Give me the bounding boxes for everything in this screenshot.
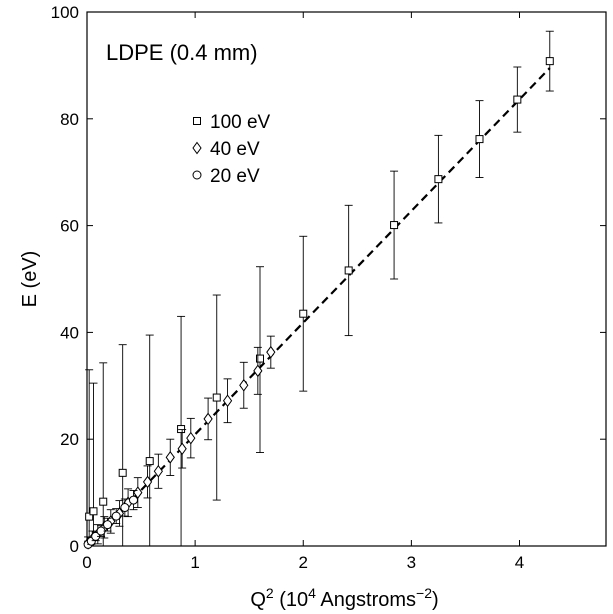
- data-point: [85, 512, 94, 521]
- data-point: [177, 425, 186, 434]
- x-tick-label: 2: [299, 553, 308, 572]
- data-point: [89, 507, 98, 516]
- plot-frame: [86, 11, 607, 547]
- data-point: [118, 468, 127, 477]
- data-point: [99, 497, 108, 506]
- data-point: [128, 495, 138, 505]
- x-label-base: Q: [250, 589, 266, 611]
- data-point: [120, 503, 130, 513]
- x-tick-label: 4: [515, 553, 524, 572]
- data-point: [253, 364, 263, 378]
- x-axis-label: Q2 (104 Angstroms−2): [250, 585, 438, 611]
- data-point: [239, 378, 249, 392]
- legend-marker-circle: [192, 170, 202, 180]
- x-label-unit: Angstroms: [316, 589, 416, 611]
- data-point: [299, 309, 308, 318]
- data-point: [344, 266, 353, 275]
- plot-annotation: LDPE (0.4 mm): [106, 40, 258, 65]
- data-point: [142, 475, 153, 489]
- legend-marker-diamond: [192, 141, 202, 155]
- data-point: [103, 520, 113, 530]
- y-tick-label: 60: [60, 217, 79, 236]
- y-tick-label: 0: [70, 537, 79, 556]
- y-tick-label: 20: [60, 430, 79, 449]
- legend-label: 100 eV: [210, 112, 271, 133]
- data-point: [111, 511, 121, 521]
- series-circle: [83, 490, 138, 549]
- legend-label: 20 eV: [210, 166, 260, 187]
- x-label-sup: −2: [416, 585, 432, 601]
- x-tick-label: 1: [190, 553, 199, 572]
- data-point: [434, 175, 443, 184]
- legend-label: 40 eV: [210, 139, 260, 160]
- x-label-sup: 2: [266, 585, 274, 601]
- x-label-end: ): [432, 589, 439, 611]
- x-tick-label: 3: [407, 553, 416, 572]
- data-point: [153, 464, 163, 478]
- data-point: [203, 412, 213, 426]
- data-point: [513, 95, 522, 104]
- x-tick-label: 0: [82, 553, 91, 572]
- data-point: [165, 451, 175, 464]
- x-label-sup: 4: [308, 585, 316, 601]
- data-point: [186, 431, 196, 445]
- data-point: [475, 135, 484, 144]
- data-point: [212, 393, 221, 402]
- data-point: [545, 57, 554, 66]
- y-tick-label: 100: [51, 3, 79, 22]
- data-point: [256, 354, 264, 363]
- y-tick-label: 40: [60, 323, 79, 342]
- data-point: [390, 221, 399, 230]
- y-tick-label: 80: [60, 110, 79, 129]
- data-point: [177, 442, 187, 456]
- series-square: [85, 30, 554, 547]
- data-point: [222, 394, 233, 408]
- y-axis-label: E (eV): [19, 251, 41, 308]
- x-label-mid: (10: [274, 589, 308, 611]
- data-point: [145, 457, 154, 466]
- fit-line: [86, 67, 551, 547]
- legend: 100 eV 40 eV 20 eV: [192, 112, 271, 187]
- legend-marker-square: [193, 117, 201, 125]
- data-point: [266, 345, 276, 359]
